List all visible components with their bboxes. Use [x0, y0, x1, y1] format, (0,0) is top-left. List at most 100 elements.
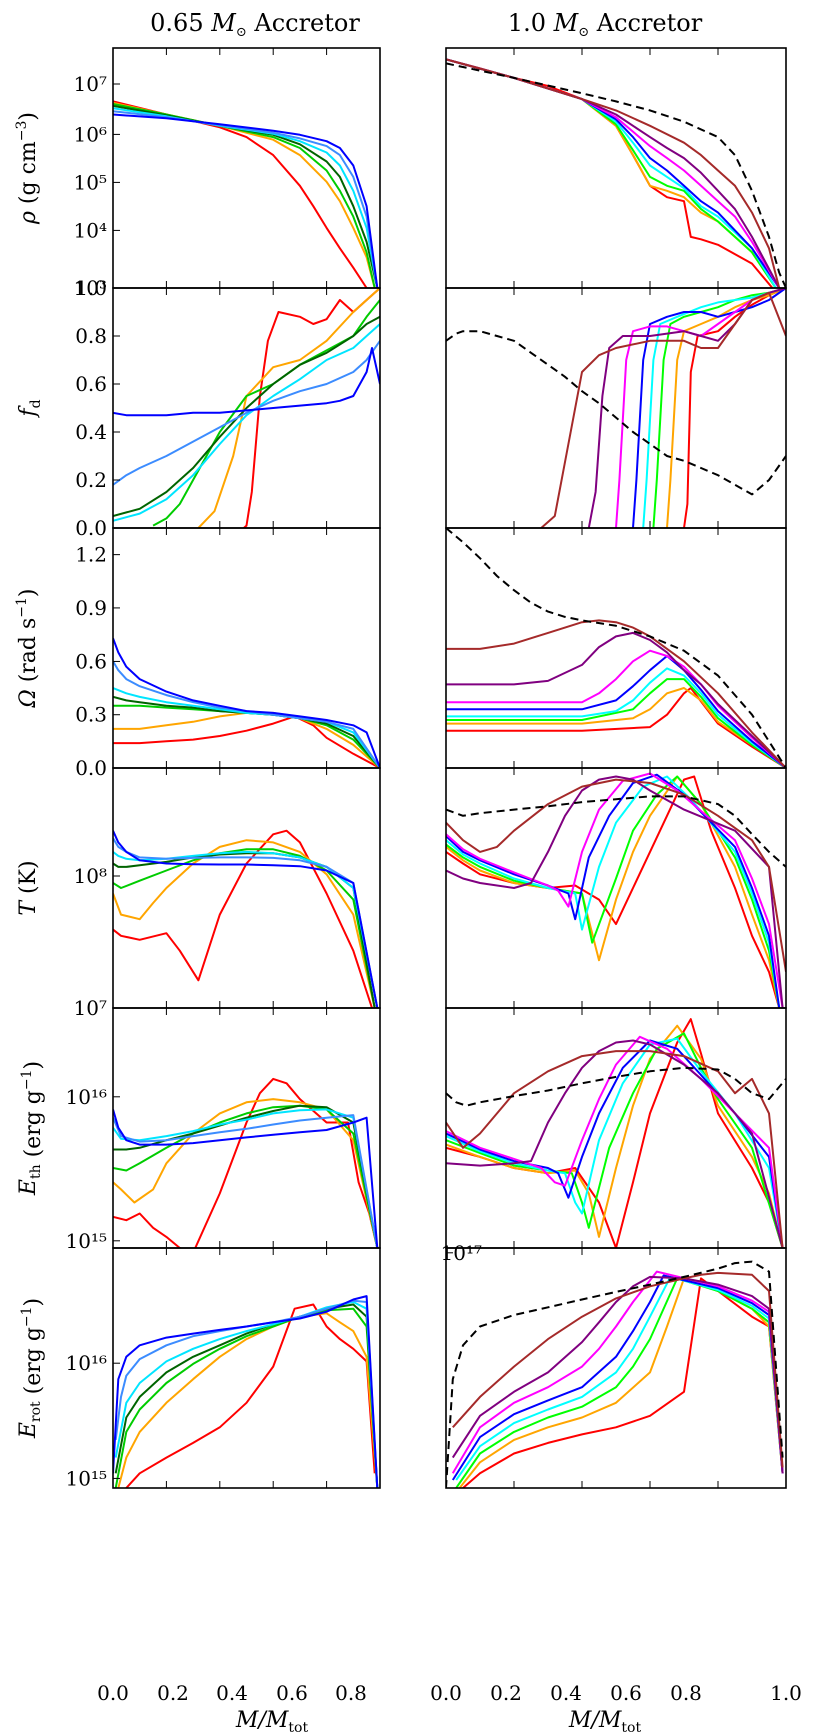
series-line: [113, 315, 380, 517]
series-line: [446, 775, 781, 1008]
panel-frame: [445, 47, 787, 289]
series-line: [113, 113, 379, 288]
y-tick-label: 10¹⁶: [66, 1085, 107, 1109]
series-line: [446, 1039, 784, 1248]
panel-series-group: [446, 1018, 786, 1248]
series-line: [113, 340, 380, 486]
series-line: [446, 619, 786, 768]
y-axis-label: Eth (erg g−1): [16, 1061, 46, 1196]
panel-series-group: [113, 1295, 379, 1488]
x-tick-labels: 0.0 0.2 0.4 0.6 0.8 0.0 0.2 0.4 0.6 0.8 …: [97, 1681, 802, 1705]
panel-series-group: [113, 1077, 379, 1248]
y-tick-label: 10⁷: [74, 996, 107, 1020]
panel-series-group: [113, 637, 380, 768]
series-line: [446, 775, 784, 1008]
series-line-dashed: [446, 528, 786, 768]
series-line-dashed: [446, 330, 786, 496]
series-line: [446, 58, 781, 288]
series-line: [462, 1277, 784, 1488]
series-line: [446, 775, 781, 1008]
series-line: [446, 775, 781, 1008]
x-tick-label: 0.6: [276, 1681, 308, 1705]
series-line: [113, 1114, 379, 1248]
series-line: [113, 711, 380, 768]
series-line: [125, 1303, 376, 1488]
y-axis-label: T (K): [16, 860, 41, 915]
y-tick-label: 0.2: [75, 468, 107, 492]
x-tick-label: 0.8: [670, 1681, 702, 1705]
x-tick-label: 0.2: [157, 1681, 189, 1705]
series-line: [446, 773, 781, 1008]
y-axis-label: ρ (g cm−3): [14, 112, 41, 225]
series-line-dashed: [446, 795, 786, 868]
series-line: [446, 778, 786, 973]
frame-layer: 10⁷ 10⁶ 10⁵ 10⁴ 10³ ρ (g cm−3) 0.0 0.2 0.4 0.6 0.8…: [14, 47, 787, 1490]
series-line: [113, 1104, 379, 1248]
right-x-axis-label: M/Mtot: [568, 1708, 642, 1733]
y-tick-label: 0.6: [75, 649, 107, 673]
y-tick-label: 10³: [74, 276, 107, 300]
series-line: [446, 649, 786, 768]
series-line: [446, 58, 777, 288]
series-line: [455, 1277, 784, 1488]
panel-series-group: [113, 829, 379, 1008]
y-tick-label: 0.0: [75, 756, 107, 780]
y-tick-label: 0.4: [75, 420, 107, 444]
x-tick-label: 0.2: [490, 1681, 522, 1705]
series-line: [451, 1274, 784, 1481]
series-line: [197, 288, 380, 528]
y-tick-label: 1.2: [75, 543, 107, 567]
series-line: [113, 1109, 379, 1248]
series-line: [446, 772, 784, 1008]
series-line: [114, 1301, 379, 1488]
series-line: [446, 58, 781, 288]
x-tick-label: 0.4: [550, 1681, 582, 1705]
series-line: [451, 1275, 784, 1474]
series-line: [446, 667, 786, 768]
series-line: [446, 687, 786, 768]
plot-layer: [113, 58, 786, 1488]
left-column-title: 0.65 M⊙ Accretor: [150, 9, 360, 40]
series-line: [540, 291, 786, 528]
panel-frame: [445, 1007, 787, 1249]
series-line: [446, 58, 781, 288]
series-line: [446, 1018, 784, 1248]
panel-frame: [445, 1247, 787, 1489]
series-line: [113, 829, 373, 1008]
series-line: [455, 1275, 784, 1481]
series-line: [446, 678, 786, 768]
series-line: [446, 58, 777, 288]
y-axis-label: Erot (erg g−1): [16, 1298, 46, 1439]
panel-series-group: [446, 288, 786, 528]
y-tick-label: 0.3: [75, 703, 107, 727]
series-line: [446, 1035, 784, 1248]
y-tick-label: 0.6: [75, 372, 107, 396]
panel-frame: [112, 47, 381, 289]
panel-series-group: [446, 772, 786, 1008]
series-line: [113, 323, 380, 522]
y-axis-label: Ω (rad s−1): [14, 588, 41, 708]
x-tick-label: 0.8: [335, 1681, 367, 1705]
series-line: [113, 1077, 379, 1248]
y-tick-label: 1.0: [75, 276, 107, 300]
x-tick-label: 0.0: [97, 1681, 129, 1705]
y-tick-label: 10⁴: [74, 218, 107, 242]
series-line: [113, 347, 380, 417]
series-line: [114, 1307, 379, 1488]
series-line: [446, 58, 774, 288]
series-line: [666, 288, 786, 528]
x-tick-label: 0.0: [430, 1681, 462, 1705]
y-tick-label: 10¹⁶: [66, 1351, 107, 1375]
series-line: [446, 1032, 784, 1248]
series-line: [113, 839, 376, 1008]
y-tick-label: 10⁷: [74, 72, 107, 96]
series-line: [446, 631, 786, 768]
panel-frame: [112, 767, 381, 1009]
series-line: [452, 1271, 784, 1468]
y-tick-label: 0.9: [75, 596, 107, 620]
panel-series-group: [446, 58, 786, 288]
series-line: [642, 288, 786, 528]
series-line: [446, 58, 781, 288]
series-line: [446, 655, 786, 768]
